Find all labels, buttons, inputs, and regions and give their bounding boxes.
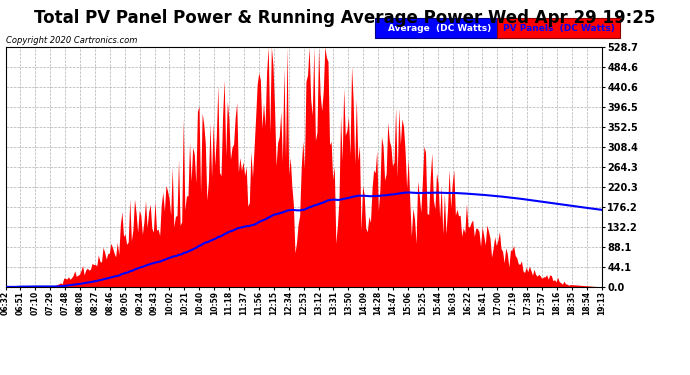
FancyBboxPatch shape bbox=[375, 18, 503, 39]
Text: Copyright 2020 Cartronics.com: Copyright 2020 Cartronics.com bbox=[6, 36, 137, 45]
Text: Average  (DC Watts): Average (DC Watts) bbox=[388, 24, 491, 33]
FancyBboxPatch shape bbox=[497, 18, 620, 39]
Text: PV Panels  (DC Watts): PV Panels (DC Watts) bbox=[503, 24, 615, 33]
Text: Total PV Panel Power & Running Average Power Wed Apr 29 19:25: Total PV Panel Power & Running Average P… bbox=[34, 9, 655, 27]
